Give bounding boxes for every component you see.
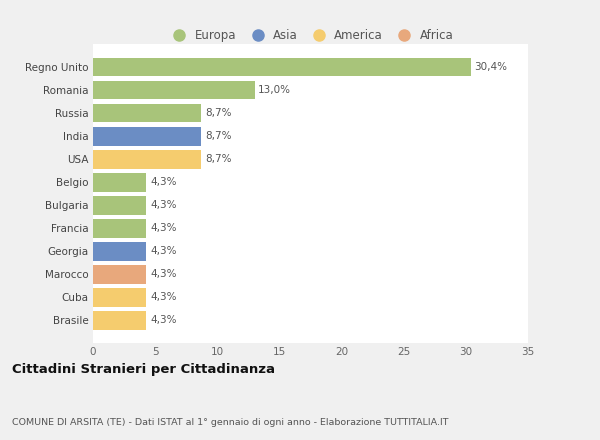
Text: 8,7%: 8,7%: [205, 131, 232, 141]
Text: 4,3%: 4,3%: [150, 292, 176, 302]
Bar: [93, 288, 146, 307]
Text: 4,3%: 4,3%: [150, 223, 176, 233]
Text: 13,0%: 13,0%: [259, 85, 292, 95]
Bar: [93, 196, 146, 215]
Text: 8,7%: 8,7%: [205, 154, 232, 164]
Bar: [93, 265, 146, 283]
Bar: [93, 127, 201, 146]
Text: 8,7%: 8,7%: [205, 108, 232, 118]
Text: COMUNE DI ARSITA (TE) - Dati ISTAT al 1° gennaio di ogni anno - Elaborazione TUT: COMUNE DI ARSITA (TE) - Dati ISTAT al 1°…: [12, 418, 449, 427]
Text: 4,3%: 4,3%: [150, 177, 176, 187]
Text: 4,3%: 4,3%: [150, 315, 176, 325]
Text: 4,3%: 4,3%: [150, 269, 176, 279]
Bar: [93, 58, 471, 77]
Legend: Europa, Asia, America, Africa: Europa, Asia, America, Africa: [163, 25, 458, 47]
Bar: [93, 81, 254, 99]
Text: 30,4%: 30,4%: [475, 62, 508, 72]
Bar: [93, 104, 201, 122]
Bar: [93, 242, 146, 260]
Text: 4,3%: 4,3%: [150, 200, 176, 210]
Text: 4,3%: 4,3%: [150, 246, 176, 256]
Bar: [93, 150, 201, 169]
Bar: [93, 172, 146, 191]
Text: Cittadini Stranieri per Cittadinanza: Cittadini Stranieri per Cittadinanza: [12, 363, 275, 376]
Bar: [93, 311, 146, 330]
Bar: [93, 219, 146, 238]
